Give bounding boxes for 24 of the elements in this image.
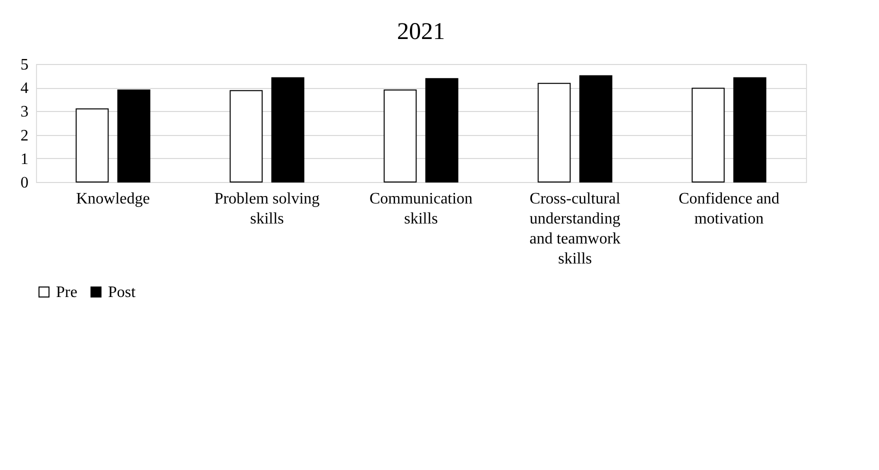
y-tick-label: 3 xyxy=(20,104,28,121)
y-tick-label: 5 xyxy=(20,56,28,74)
legend-label: Post xyxy=(108,284,136,301)
y-tick-label: 0 xyxy=(20,174,28,192)
bar xyxy=(425,78,458,182)
legend-label: Pre xyxy=(56,284,78,301)
bar xyxy=(384,89,417,182)
x-tick-label: Cross-cultural understanding and teamwork skills xyxy=(529,190,621,268)
chart-title: 2021 xyxy=(397,19,445,45)
y-tick-label: 1 xyxy=(20,150,28,168)
y-tick-label: 2 xyxy=(20,127,28,144)
bar xyxy=(538,82,571,182)
x-tick-label: Communication skills xyxy=(369,190,473,228)
bar xyxy=(117,89,150,182)
bar xyxy=(76,108,109,182)
bar xyxy=(230,90,263,182)
bar xyxy=(733,77,766,182)
x-tick-label: Problem solving skills xyxy=(214,190,320,228)
y-tick-label: 4 xyxy=(20,80,28,98)
bar xyxy=(692,88,725,182)
bar xyxy=(579,75,612,182)
x-tick-label: Knowledge xyxy=(76,190,150,208)
x-tick-label: Confidence and motivation xyxy=(678,190,780,228)
bar xyxy=(271,77,304,182)
